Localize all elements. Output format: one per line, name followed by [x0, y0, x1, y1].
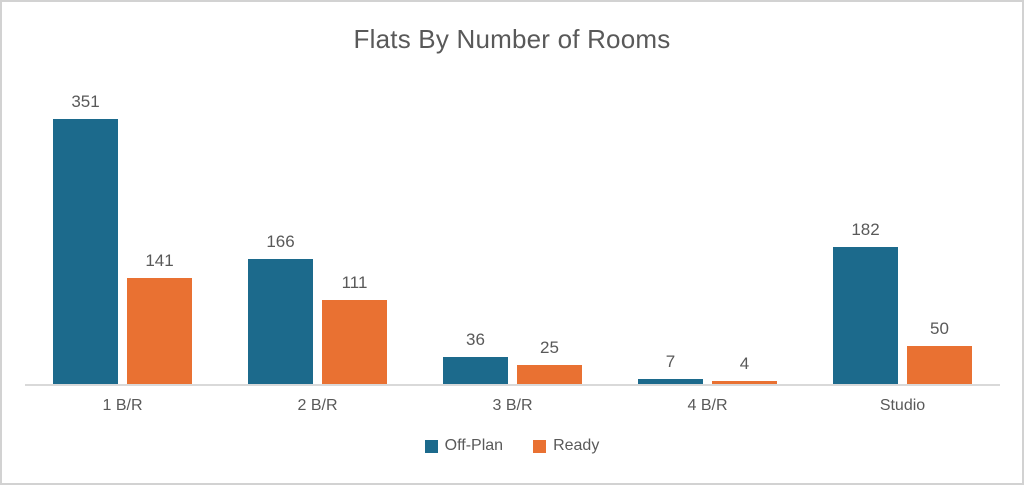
bar-off-plan: [443, 357, 508, 384]
legend: Off-Plan Ready: [2, 437, 1022, 455]
data-label: 182: [851, 220, 880, 239]
category-label: 4 B/R: [687, 397, 728, 414]
category-label: 3 B/R: [492, 397, 533, 414]
data-label: 141: [145, 251, 174, 270]
bar-column: 166: [248, 232, 313, 384]
bar-column: 141: [127, 251, 192, 384]
bar-column: 111: [322, 273, 387, 384]
bar-column: 7: [638, 352, 703, 384]
bar-group-studio: 182 50: [805, 82, 1000, 384]
bar-ready: [907, 346, 972, 384]
data-label: 4: [739, 354, 750, 373]
chart-title: Flats By Number of Rooms: [353, 24, 671, 54]
bar-off-plan: [248, 259, 313, 384]
plot-area: 351 141 166 111 36 25 7 4 182 50: [25, 82, 1000, 386]
legend-swatch-icon: [424, 439, 438, 453]
legend-item-ready: Ready: [533, 437, 599, 455]
bar-column: 4: [712, 354, 777, 384]
bar-group-2-b-r: 166 111: [220, 82, 415, 384]
bar-off-plan: [833, 247, 898, 384]
legend-swatch-icon: [533, 439, 547, 453]
bar-group-1-b-r: 351 141: [25, 82, 220, 384]
legend-label: Off-Plan: [444, 437, 504, 454]
bar-column: 351: [53, 92, 118, 384]
bar-column: 25: [517, 338, 582, 384]
bar-group-3-b-r: 36 25: [415, 82, 610, 384]
category-label: 2 B/R: [297, 397, 338, 414]
data-label: 351: [71, 92, 100, 111]
bar-column: 182: [833, 220, 898, 384]
legend-item-off-plan: Off-Plan: [424, 437, 504, 455]
bar-ready: [712, 381, 777, 384]
data-label: 36: [466, 330, 485, 349]
bar-column: 50: [907, 319, 972, 384]
bar-off-plan: [53, 119, 118, 384]
data-label: 25: [540, 338, 559, 357]
legend-label: Ready: [553, 437, 600, 454]
data-label: 111: [341, 273, 368, 292]
category-label: 1 B/R: [102, 397, 143, 414]
data-label: 7: [665, 352, 676, 371]
bar-ready: [322, 300, 387, 384]
x-axis-category-row: 1 B/R 2 B/R 3 B/R 4 B/R Studio: [25, 386, 1000, 415]
bar-ready: [517, 365, 582, 384]
bar-column: 36: [443, 330, 508, 384]
category-label: Studio: [879, 397, 926, 414]
data-label: 166: [266, 232, 295, 251]
bar-off-plan: [638, 379, 703, 384]
bar-ready: [127, 278, 192, 384]
data-label: 50: [930, 319, 949, 338]
